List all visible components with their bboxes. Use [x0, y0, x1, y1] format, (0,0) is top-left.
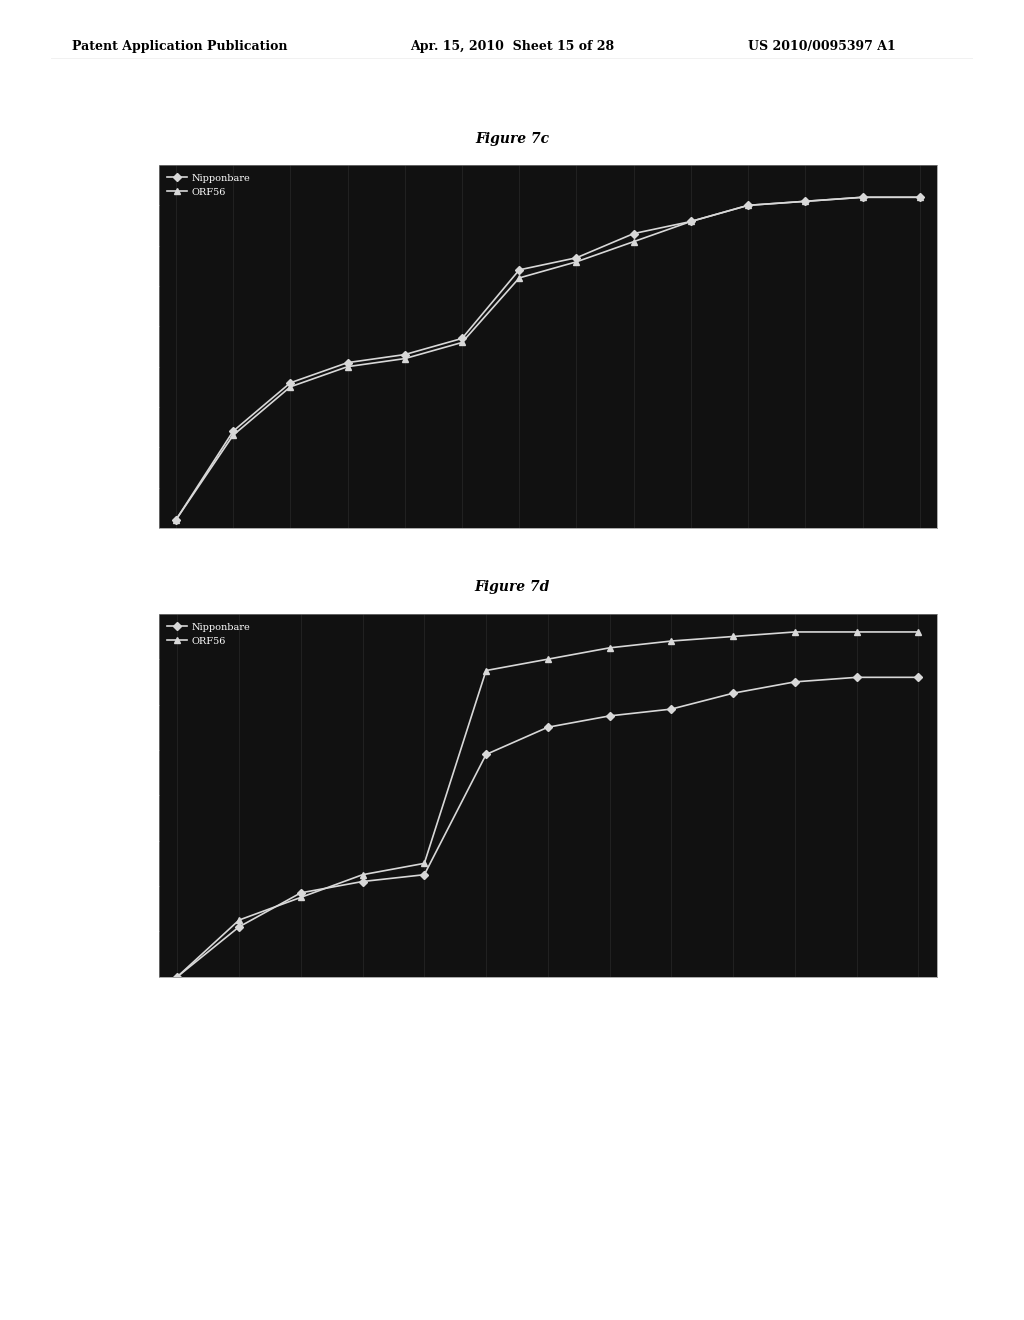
- Line: ORF56: ORF56: [174, 630, 922, 979]
- ORF56: [480, 663, 493, 678]
- X-axis label: Timeline: Timeline: [525, 587, 570, 597]
- Legend: Nipponbare, ORF56: Nipponbare, ORF56: [164, 170, 254, 201]
- Nipponbare: [295, 884, 307, 900]
- Nipponbare: [480, 747, 493, 763]
- Text: US 2010/0095397 A1: US 2010/0095397 A1: [748, 40, 895, 53]
- ORF56: [232, 912, 245, 928]
- ORF56: [727, 628, 739, 644]
- Line: Nipponbare: Nipponbare: [174, 675, 922, 979]
- Nipponbare: [232, 919, 245, 935]
- ORF56: [603, 640, 615, 656]
- Nipponbare: [603, 708, 615, 723]
- ORF56: [788, 624, 801, 640]
- Text: Figure 7d: Figure 7d: [474, 581, 550, 594]
- Nipponbare: [542, 719, 554, 735]
- Nipponbare: [227, 424, 240, 440]
- ORF56: [456, 334, 468, 350]
- ORF56: [341, 359, 353, 375]
- ORF56: [742, 198, 755, 214]
- ORF56: [628, 234, 640, 249]
- Nipponbare: [356, 874, 369, 890]
- ORF56: [418, 855, 430, 871]
- Legend: Nipponbare, ORF56: Nipponbare, ORF56: [164, 619, 254, 649]
- Text: Apr. 15, 2010  Sheet 15 of 28: Apr. 15, 2010 Sheet 15 of 28: [410, 40, 613, 53]
- Nipponbare: [456, 330, 468, 346]
- Nipponbare: [171, 969, 183, 985]
- Text: Figure 7c: Figure 7c: [475, 132, 549, 145]
- X-axis label: Timeline: Timeline: [525, 1036, 570, 1045]
- Text: Patent Application Publication: Patent Application Publication: [72, 40, 287, 53]
- ORF56: [513, 271, 525, 286]
- Line: Nipponbare: Nipponbare: [173, 194, 923, 523]
- Nipponbare: [513, 261, 525, 277]
- Nipponbare: [570, 249, 583, 265]
- ORF56: [570, 253, 583, 269]
- ORF56: [666, 634, 678, 649]
- Nipponbare: [628, 226, 640, 242]
- ORF56: [170, 512, 182, 528]
- Nipponbare: [856, 189, 868, 205]
- ORF56: [295, 890, 307, 906]
- Nipponbare: [341, 355, 353, 371]
- ORF56: [856, 189, 868, 205]
- Nipponbare: [727, 685, 739, 701]
- Nipponbare: [398, 347, 411, 363]
- Nipponbare: [913, 189, 926, 205]
- ORF56: [913, 189, 926, 205]
- ORF56: [398, 351, 411, 367]
- Y-axis label: Average no of tillers: Average no of tillers: [115, 742, 124, 849]
- Nipponbare: [285, 375, 297, 391]
- Nipponbare: [685, 214, 697, 230]
- ORF56: [912, 624, 925, 640]
- ORF56: [685, 214, 697, 230]
- ORF56: [171, 969, 183, 985]
- Line: ORF56: ORF56: [173, 194, 923, 523]
- Nipponbare: [851, 669, 863, 685]
- Nipponbare: [912, 669, 925, 685]
- ORF56: [851, 624, 863, 640]
- Nipponbare: [666, 701, 678, 717]
- ORF56: [542, 651, 554, 667]
- Y-axis label: Average plant height (cms): Average plant height (cms): [124, 275, 133, 418]
- ORF56: [356, 867, 369, 883]
- Nipponbare: [418, 867, 430, 883]
- ORF56: [799, 193, 811, 209]
- ORF56: [285, 379, 297, 395]
- Nipponbare: [742, 198, 755, 214]
- ORF56: [227, 428, 240, 444]
- Nipponbare: [170, 512, 182, 528]
- Nipponbare: [788, 675, 801, 690]
- Nipponbare: [799, 193, 811, 209]
